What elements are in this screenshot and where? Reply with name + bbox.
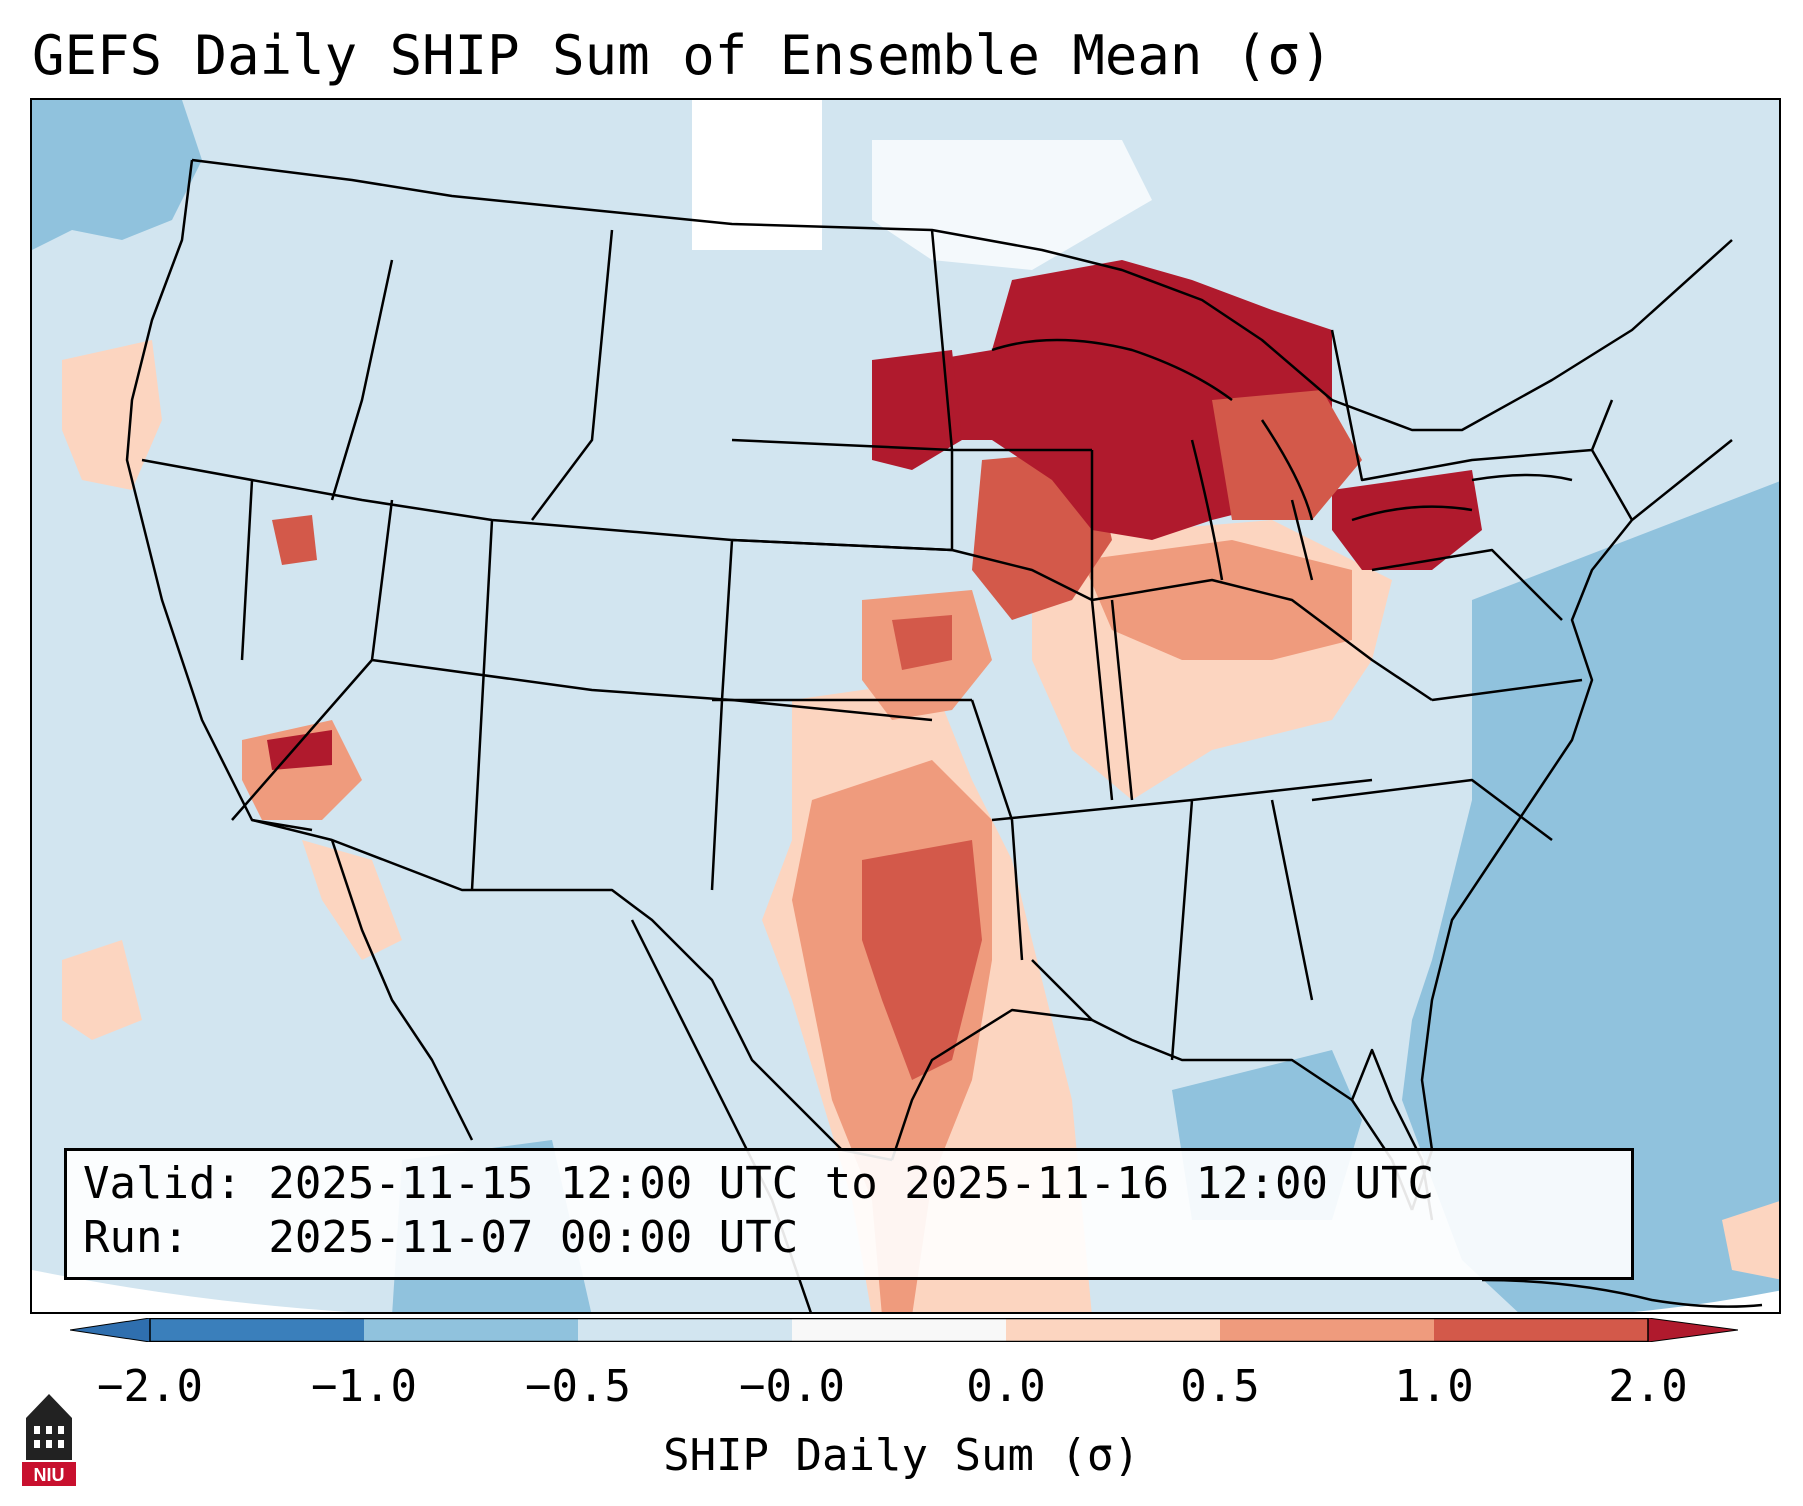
kansas-strong-positive: [892, 615, 952, 670]
run-time-line: Run: 2025-11-07 00:00 UTC: [83, 1212, 799, 1263]
us-mexico-border: [251, 818, 893, 1162]
colorbar: [70, 1318, 1738, 1342]
state-lines-central: [712, 229, 1373, 1061]
logo-text: NIU: [34, 1465, 65, 1485]
minnesota-strong-positive: [872, 350, 962, 470]
pennsylvania-strong-positive: [1332, 470, 1482, 570]
colorbar-tick-label: 2.0: [1608, 1361, 1688, 1412]
colorbar-tick-label: −0.0: [739, 1361, 845, 1412]
colorbar-segment-7: [1434, 1318, 1648, 1342]
colorbar-outline: [149, 1318, 1649, 1342]
texas-strong-positive: [862, 840, 982, 1080]
colorbar-extend-high: [1647, 1318, 1738, 1342]
great-lakes-strong-positive: [882, 260, 1332, 540]
colorbar-segment-4: [792, 1318, 1006, 1342]
colorbar-tick-label: 0.5: [1180, 1361, 1260, 1412]
canada-neutral-area-2: [872, 140, 1152, 270]
colorbar-tick-label: 0.0: [966, 1361, 1046, 1412]
colorbar-tick-label: −1.0: [311, 1361, 417, 1412]
pacific-blue-area: [32, 100, 202, 250]
validity-info-box: Valid: 2025-11-15 12:00 UTC to 2025-11-1…: [64, 1148, 1634, 1280]
colorbar-segment-3: [578, 1318, 792, 1342]
colorbar-segment-6: [1220, 1318, 1434, 1342]
colorbar-segment-1: [150, 1318, 364, 1342]
nevada-strong-positive: [272, 515, 317, 565]
colorbar-tick-label: −0.5: [525, 1361, 631, 1412]
outside-projection-left: [32, 1270, 349, 1312]
colorbar-tick-label: 1.0: [1394, 1361, 1474, 1412]
logo-tower-roof: [26, 1394, 72, 1418]
atlantic-blue-area: [1402, 481, 1779, 1312]
colorbar-extend-low: [70, 1318, 151, 1342]
logo-tower-body: [26, 1418, 72, 1460]
great-lakes-outlines: [991, 338, 1573, 581]
california-coast-positive: [62, 940, 142, 1040]
logo-badge: [22, 1462, 76, 1486]
us-west-coast: [125, 159, 313, 832]
map-panel: [30, 98, 1781, 1314]
valid-time-line: Valid: 2025-11-15 12:00 UTC to 2025-11-1…: [83, 1158, 1435, 1209]
gulf-coast: [890, 1008, 1414, 1211]
atlantic-coast: [1410, 439, 1733, 1211]
ohio-valley-medium-positive: [1082, 540, 1352, 660]
niu-logo: NIU: [22, 1394, 76, 1486]
anomaly-map: [32, 100, 1779, 1312]
state-lines-east: [1091, 329, 1634, 841]
colorbar-tick-label: −2.0: [97, 1361, 203, 1412]
canada-us-border: [191, 158, 1733, 432]
colorbar-label: SHIP Daily Sum (σ): [663, 1430, 1140, 1481]
michigan-medium-positive: [1212, 390, 1362, 520]
cuba-outline: [1481, 1278, 1763, 1308]
canada-neutral-area: [692, 100, 822, 250]
colorbar-segment-5: [1006, 1318, 1220, 1342]
california-light-positive: [62, 340, 162, 490]
political-borders: [125, 158, 1763, 1312]
map-title: GEFS Daily SHIP Sum of Ensemble Mean (σ): [32, 24, 1333, 87]
colorbar-segment-2: [364, 1318, 578, 1342]
right-edge-positive: [1722, 1201, 1779, 1280]
